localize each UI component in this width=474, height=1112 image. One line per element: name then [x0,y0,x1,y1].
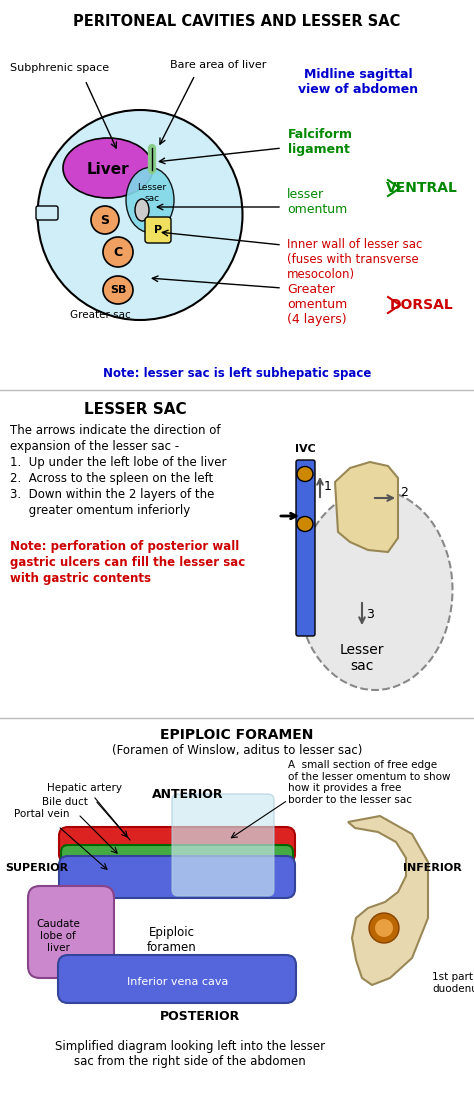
FancyBboxPatch shape [59,856,295,898]
Text: Lesser
sac: Lesser sac [137,183,166,202]
Text: 1st part of
duodenum: 1st part of duodenum [432,972,474,994]
Text: greater omentum inferiorly: greater omentum inferiorly [10,504,190,517]
Text: S: S [100,214,109,227]
Ellipse shape [103,276,133,304]
Text: Subphrenic space: Subphrenic space [10,63,109,73]
Text: 1.  Up under the left lobe of the liver: 1. Up under the left lobe of the liver [10,456,227,469]
Text: Inferior vena cava: Inferior vena cava [128,977,228,987]
Polygon shape [348,816,428,985]
Text: SUPERIOR: SUPERIOR [5,863,68,873]
Text: Hepatic artery: Hepatic artery [47,783,122,793]
Text: 2.  Across to the spleen on the left: 2. Across to the spleen on the left [10,471,213,485]
Text: Simplified diagram looking left into the lesser
sac from the right side of the a: Simplified diagram looking left into the… [55,1040,325,1068]
Text: Lesser
sac: Lesser sac [340,643,384,673]
Ellipse shape [298,490,453,691]
Text: Bile duct: Bile duct [42,797,88,807]
Text: 1: 1 [324,480,332,494]
Text: Greater
omentum
(4 layers): Greater omentum (4 layers) [287,282,347,326]
Text: Liver: Liver [87,162,129,178]
Polygon shape [335,461,398,552]
Ellipse shape [126,168,174,232]
Text: 3.  Down within the 2 layers of the: 3. Down within the 2 layers of the [10,488,214,502]
Text: Epiploic
foramen: Epiploic foramen [147,926,197,954]
Ellipse shape [375,919,393,937]
Text: (Foramen of Winslow, aditus to lesser sac): (Foramen of Winslow, aditus to lesser sa… [112,744,362,757]
Text: INFERIOR: INFERIOR [403,863,462,873]
FancyBboxPatch shape [58,955,296,1003]
Text: Portal vein: Portal vein [14,810,70,820]
Text: SB: SB [110,285,126,295]
Text: Bare area of liver: Bare area of liver [170,60,266,70]
Text: EPIPLOIC FORAMEN: EPIPLOIC FORAMEN [160,728,314,742]
Text: lesser
omentum: lesser omentum [287,188,347,216]
Ellipse shape [297,467,313,481]
Text: expansion of the lesser sac -: expansion of the lesser sac - [10,440,179,453]
Text: with gastric contents: with gastric contents [10,572,151,585]
Text: POSTERIOR: POSTERIOR [160,1010,240,1023]
Ellipse shape [37,110,243,320]
Ellipse shape [63,138,153,198]
Text: 2: 2 [400,486,408,498]
Text: PERITONEAL CAVITIES AND LESSER SAC: PERITONEAL CAVITIES AND LESSER SAC [73,14,401,29]
Text: Falciform
ligament: Falciform ligament [288,128,353,156]
FancyBboxPatch shape [296,460,315,636]
Text: C: C [113,246,123,258]
Ellipse shape [369,913,399,943]
Text: Note: perforation of posterior wall: Note: perforation of posterior wall [10,540,239,553]
Ellipse shape [297,516,313,532]
Text: Note: lesser sac is left subhepatic space: Note: lesser sac is left subhepatic spac… [103,367,371,379]
Ellipse shape [135,199,149,221]
Text: 3: 3 [366,608,374,622]
Ellipse shape [91,206,119,234]
Text: VENTRAL: VENTRAL [386,181,458,195]
Text: Caudate
lobe of
liver: Caudate lobe of liver [36,920,80,953]
Text: LESSER SAC: LESSER SAC [84,403,186,417]
FancyBboxPatch shape [59,827,295,863]
Text: Greater sac: Greater sac [70,310,130,320]
Text: ANTERIOR: ANTERIOR [152,788,224,801]
Text: Midline sagittal
view of abdomen: Midline sagittal view of abdomen [298,68,418,96]
Text: DORSAL: DORSAL [390,298,454,312]
FancyBboxPatch shape [172,794,274,896]
FancyBboxPatch shape [61,845,293,877]
Text: The arrows indicate the direction of: The arrows indicate the direction of [10,424,220,437]
Text: Inner wall of lesser sac
(fuses with transverse
mesocolon): Inner wall of lesser sac (fuses with tra… [287,238,422,281]
FancyBboxPatch shape [145,217,171,244]
FancyBboxPatch shape [28,886,114,977]
Text: IVC: IVC [295,444,315,454]
Text: A  small section of free edge
of the lesser omentum to show
how it provides a fr: A small section of free edge of the less… [288,759,450,805]
FancyBboxPatch shape [36,206,58,220]
Ellipse shape [103,237,133,267]
Text: gastric ulcers can fill the lesser sac: gastric ulcers can fill the lesser sac [10,556,245,569]
Text: P: P [154,225,162,235]
